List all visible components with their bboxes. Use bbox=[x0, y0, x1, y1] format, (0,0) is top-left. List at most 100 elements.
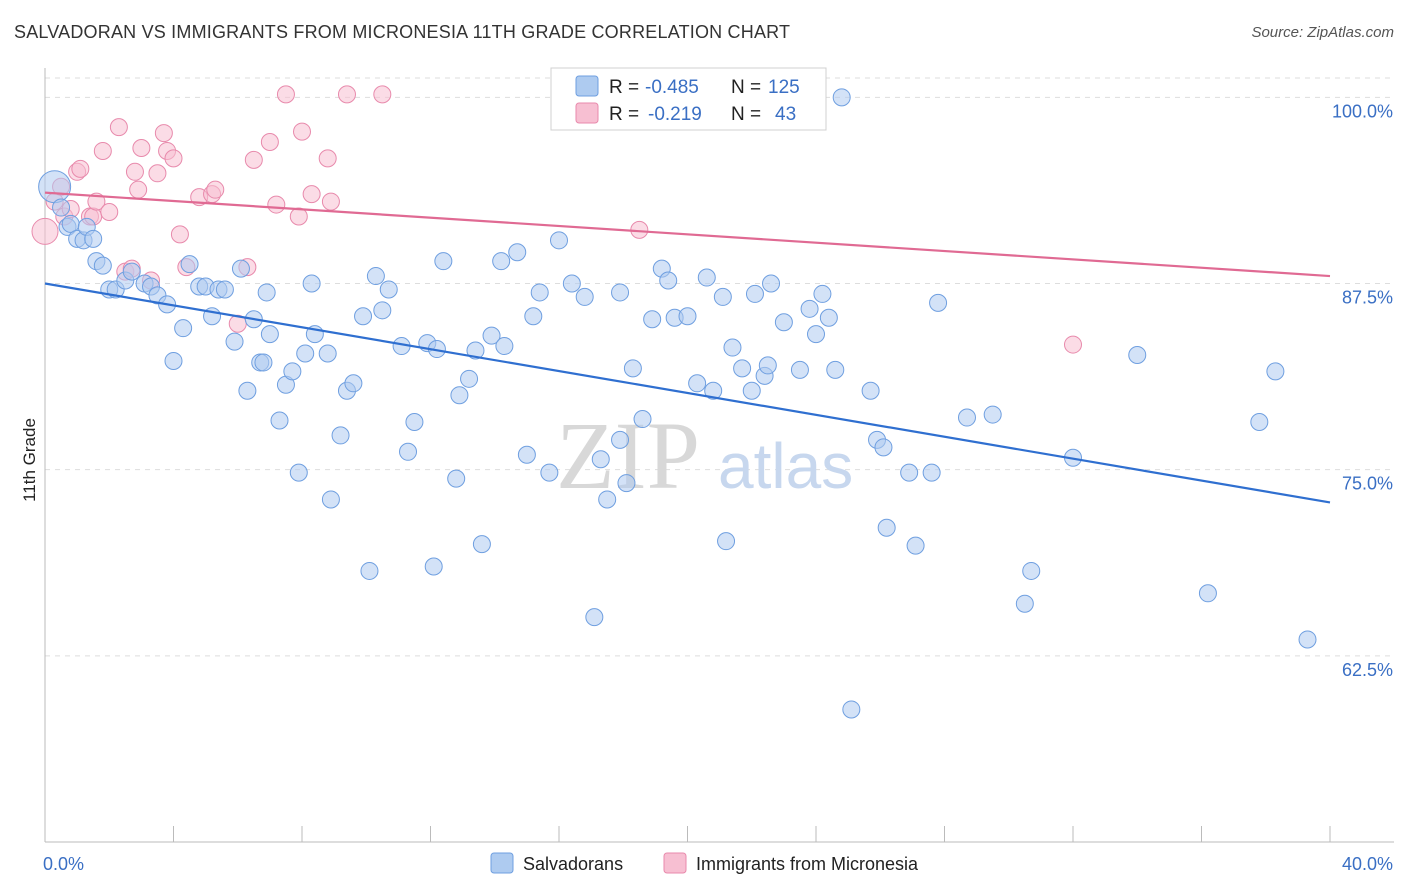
source-label: Source: ZipAtlas.com bbox=[1251, 24, 1394, 41]
salvadoran-point-115 bbox=[929, 293, 948, 312]
micronesia-point-12 bbox=[109, 118, 128, 137]
salvadoran-point-0 bbox=[38, 170, 72, 204]
salvadoran-point-101 bbox=[800, 299, 819, 318]
salvadoran-point-33 bbox=[260, 325, 279, 344]
salvadoran-point-88 bbox=[697, 268, 716, 287]
salvadoran-point-123 bbox=[1250, 413, 1269, 432]
salvadoran-point-92 bbox=[723, 338, 742, 357]
salvadoran-point-81 bbox=[633, 410, 652, 429]
x-tick-labels: 0.0% 40.0% bbox=[43, 854, 1393, 874]
legend-swatch-salvadoran bbox=[575, 75, 599, 97]
salvadoran-point-36 bbox=[283, 362, 302, 381]
micronesia-point-34 bbox=[302, 185, 321, 204]
salvadoran-point-76 bbox=[598, 490, 617, 509]
trend-line-micronesia bbox=[44, 191, 1331, 278]
salvadoran-point-118 bbox=[1015, 594, 1034, 613]
chart-title: SALVADORAN VS IMMIGRANTS FROM MICRONESIA… bbox=[14, 22, 791, 42]
salvadoran-point-80 bbox=[623, 359, 642, 378]
salvadoran-point-110 bbox=[874, 438, 893, 457]
salvadoran-point-104 bbox=[819, 308, 838, 327]
salvadoran-point-47 bbox=[360, 561, 379, 580]
salvadoran-point-28 bbox=[238, 381, 257, 400]
legend-n-value-2: 43 bbox=[775, 104, 796, 125]
salvadoran-point-63 bbox=[482, 326, 501, 345]
salvadoran-point-65 bbox=[495, 337, 514, 356]
salvadoran-point-103 bbox=[813, 284, 832, 303]
salvadoran-point-107 bbox=[842, 700, 861, 719]
salvadoran-point-58 bbox=[447, 469, 466, 488]
micronesia-point-11 bbox=[100, 203, 119, 222]
salvadoran-point-84 bbox=[659, 271, 678, 290]
micronesia-point-38 bbox=[373, 85, 392, 104]
salvadoran-point-87 bbox=[688, 374, 707, 393]
salvadoran-point-55 bbox=[424, 557, 443, 576]
salvadoran-point-93 bbox=[733, 359, 752, 378]
salvadoran-point-43 bbox=[331, 426, 350, 445]
micronesia-point-32 bbox=[276, 85, 295, 104]
legend: R = -0.485 N = 125 R = -0.219 N = 43 bbox=[550, 67, 827, 131]
salvadoran-point-77 bbox=[611, 430, 630, 449]
micronesia-point-26 bbox=[206, 180, 225, 199]
y-tick-label-1: 75.0% bbox=[1342, 474, 1393, 494]
legend-n-label-1: N = bbox=[731, 77, 761, 98]
salvadoran-point-82 bbox=[643, 310, 662, 329]
micronesia-point-22 bbox=[170, 225, 189, 244]
y-tick-label-2: 87.5% bbox=[1342, 288, 1393, 308]
salvadoran-point-75 bbox=[591, 450, 610, 469]
salvadoran-point-20 bbox=[180, 255, 199, 274]
salvadoran-point-61 bbox=[466, 341, 485, 360]
salvadoran-point-79 bbox=[617, 474, 636, 493]
y-axis-title: 11th Grade bbox=[20, 418, 39, 502]
salvadoran-point-74 bbox=[585, 608, 604, 627]
salvadoran-point-71 bbox=[550, 231, 568, 250]
micronesia-point-41 bbox=[289, 207, 308, 226]
salvadoran-point-102 bbox=[807, 325, 825, 344]
micronesia-point-36 bbox=[321, 192, 340, 211]
salvadoran-point-95 bbox=[745, 284, 764, 303]
micronesia-point-21 bbox=[164, 149, 183, 168]
salvadoran-point-25 bbox=[215, 280, 234, 299]
salvadoran-point-98 bbox=[762, 274, 781, 293]
salvadoran-point-112 bbox=[900, 463, 919, 482]
salvadoran-point-1 bbox=[52, 198, 71, 217]
salvadoran-point-57 bbox=[434, 252, 453, 271]
salvadoran-point-50 bbox=[379, 280, 398, 299]
micronesia-point-15 bbox=[129, 180, 148, 199]
salvadoran-point-86 bbox=[678, 307, 697, 326]
salvadoran-point-39 bbox=[302, 274, 321, 293]
legend-r-value-1: -0.485 bbox=[645, 77, 699, 98]
salvadoran-point-89 bbox=[704, 381, 723, 400]
salvadoran-point-125 bbox=[1298, 630, 1317, 649]
salvadoran-point-41 bbox=[318, 344, 337, 363]
legend-n-value-1: 125 bbox=[768, 77, 800, 98]
legend-r-value-2: -0.219 bbox=[648, 104, 702, 125]
series-salvadoran-points bbox=[38, 88, 1317, 719]
salvadoran-point-78 bbox=[611, 283, 630, 302]
bottom-legend-label-micronesia: Immigrants from Micronesia bbox=[696, 854, 919, 874]
salvadoran-point-121 bbox=[1128, 345, 1147, 364]
salvadoran-point-108 bbox=[861, 381, 880, 400]
salvadoran-point-94 bbox=[742, 381, 761, 400]
micronesia-point-42 bbox=[125, 162, 144, 181]
micronesia-point-19 bbox=[154, 124, 173, 143]
salvadoran-point-114 bbox=[922, 463, 941, 482]
bottom-legend: Salvadorans Immigrants from Micronesia bbox=[490, 852, 919, 874]
micronesia-point-16 bbox=[132, 138, 151, 157]
series-micronesia-points bbox=[31, 85, 1082, 354]
legend-r-label-1: R = bbox=[609, 77, 639, 98]
micronesia-point-6 bbox=[71, 159, 90, 178]
salvadoran-point-48 bbox=[366, 267, 385, 286]
legend-r-label-2: R = bbox=[609, 104, 639, 125]
micronesia-point-35 bbox=[318, 149, 337, 168]
salvadoran-point-19 bbox=[174, 319, 193, 338]
salvadoran-point-100 bbox=[790, 360, 809, 379]
salvadoran-point-53 bbox=[405, 413, 424, 432]
salvadoran-point-52 bbox=[399, 442, 418, 461]
micronesia-point-10 bbox=[93, 141, 112, 160]
bottom-legend-swatch-micronesia bbox=[663, 852, 687, 874]
salvadoran-point-67 bbox=[517, 445, 536, 464]
salvadoran-point-34 bbox=[270, 411, 289, 430]
micronesia-point-37 bbox=[337, 85, 356, 104]
bottom-legend-swatch-salvadoran bbox=[490, 852, 514, 874]
micronesia-point-33 bbox=[293, 122, 311, 141]
